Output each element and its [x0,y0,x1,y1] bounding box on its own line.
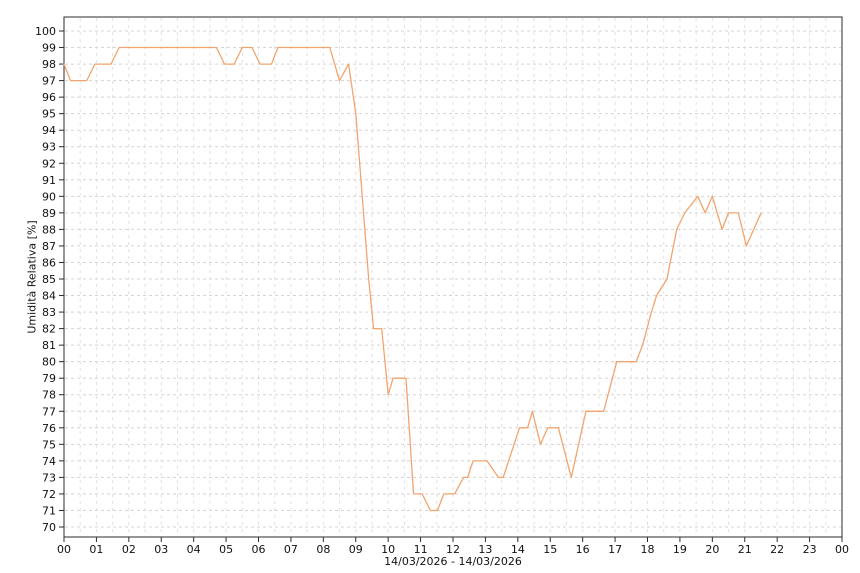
y-tick-label: 88 [42,223,56,236]
y-tick-label: 91 [42,174,56,187]
y-tick-label: 94 [42,124,56,137]
x-tick-label: 17 [608,543,622,556]
x-tick-label: 22 [770,543,784,556]
y-tick-label: 85 [42,273,56,286]
y-tick-label: 100 [35,25,56,38]
x-tick-label: 03 [154,543,168,556]
x-tick-label: 16 [576,543,590,556]
y-tick-label: 95 [42,108,56,121]
y-tick-label: 73 [42,471,56,484]
y-tick-label: 82 [42,323,56,336]
x-tick-label: 23 [803,543,817,556]
y-tick-label: 89 [42,207,56,220]
x-tick-label: 02 [122,543,136,556]
x-tick-label: 20 [705,543,719,556]
y-tick-label: 98 [42,58,56,71]
y-tick-label: 84 [42,290,56,303]
y-tick-label: 79 [42,372,56,385]
y-tick-label: 92 [42,157,56,170]
x-tick-label: 13 [478,543,492,556]
x-tick-label: 00 [835,543,849,556]
y-axis-title: Umidità Relativa [%] [25,220,39,334]
y-tick-label: 78 [42,389,56,402]
humidity-line [63,46,762,512]
x-tick-label: 06 [252,543,266,556]
x-tick-label: 10 [381,543,395,556]
x-tick-label: 09 [349,543,363,556]
y-tick-label: 83 [42,306,56,319]
y-tick-label: 96 [42,91,56,104]
y-tick-label: 71 [42,504,56,517]
x-tick-label: 18 [641,543,655,556]
x-tick-label: 08 [316,543,330,556]
y-tick-label: 86 [42,256,56,269]
y-tick-label: 97 [42,75,56,88]
y-tick-label: 87 [42,240,56,253]
y-tick-label: 72 [42,488,56,501]
x-tick-label: 15 [543,543,557,556]
x-tick-label: 19 [673,543,687,556]
x-tick-label: 11 [414,543,428,556]
x-tick-label: 00 [57,543,71,556]
y-tick-label: 90 [42,190,56,203]
x-tick-label: 07 [284,543,298,556]
x-axis-date-label: 14/03/2026 - 14/03/2026 [384,555,522,568]
y-tick-label: 99 [42,42,56,55]
x-tick-label: 14 [511,543,525,556]
y-tick-label: 76 [42,422,56,435]
y-tick-label: 74 [42,455,56,468]
x-tick-label: 01 [89,543,103,556]
y-tick-label: 80 [42,356,56,369]
x-tick-label: 05 [219,543,233,556]
y-tick-label: 75 [42,438,56,451]
y-tick-label: 77 [42,405,56,418]
x-tick-label: 04 [187,543,201,556]
x-tick-label: 12 [446,543,460,556]
y-tick-label: 70 [42,521,56,534]
y-tick-label: 81 [42,339,56,352]
y-tick-label: 93 [42,141,56,154]
x-tick-label: 21 [738,543,752,556]
